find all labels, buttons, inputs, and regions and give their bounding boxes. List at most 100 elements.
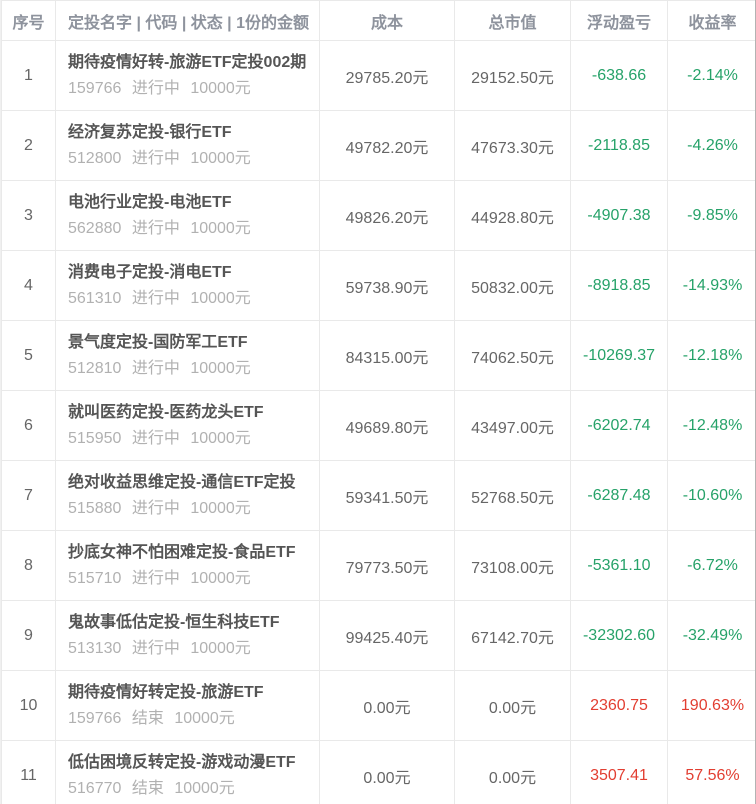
pnl-value: -10269.37: [570, 320, 668, 391]
cost-value: 0.00元: [319, 670, 455, 741]
fund-code: 515710: [68, 570, 122, 587]
cost-value: 79773.50元: [319, 530, 455, 601]
market-value: 67142.70元: [454, 600, 571, 671]
fund-status: 结束: [131, 710, 164, 727]
market-value: 74062.50元: [454, 320, 571, 391]
fund-unit-amount: 10000元: [174, 710, 235, 727]
table-row: 2 经济复苏定投-银行ETF 512800 进行中 10000元 49782.2…: [1, 110, 755, 181]
fund-subinfo: 515710 进行中 10000元: [68, 566, 319, 591]
fund-name: 经济复苏定投-银行ETF: [68, 124, 232, 141]
cost-value: 49826.20元: [319, 180, 455, 251]
fund-subinfo: 159766 进行中 10000元: [68, 76, 319, 101]
return-rate-value: -32.49%: [667, 600, 755, 671]
row-fund-cell: 期待疫情好转-旅游ETF定投002期 159766 进行中 10000元: [55, 40, 320, 111]
fund-status: 结束: [131, 780, 164, 797]
row-index: 6: [1, 390, 56, 461]
fund-unit-amount: 10000元: [190, 80, 251, 97]
row-fund-cell: 绝对收益思维定投-通信ETF定投 515880 进行中 10000元: [55, 460, 320, 531]
fund-name: 抄底女神不怕困难定投-食品ETF: [68, 544, 296, 561]
fund-unit-amount: 10000元: [190, 570, 251, 587]
fund-code: 515880: [68, 500, 122, 517]
header-cost: 成本: [319, 0, 455, 41]
cost-value: 99425.40元: [319, 600, 455, 671]
return-rate-value: -9.85%: [667, 180, 755, 251]
fund-status: 进行中: [131, 150, 180, 167]
table-row: 11 低估困境反转定投-游戏动漫ETF 516770 结束 10000元 0.0…: [1, 740, 755, 804]
market-value: 43497.00元: [454, 390, 571, 461]
row-fund-cell: 低估困境反转定投-游戏动漫ETF 516770 结束 10000元: [55, 740, 320, 804]
market-value: 52768.50元: [454, 460, 571, 531]
market-value: 44928.80元: [454, 180, 571, 251]
market-value: 73108.00元: [454, 530, 571, 601]
fund-subinfo: 515880 进行中 10000元: [68, 496, 319, 521]
pnl-value: -8918.85: [570, 250, 668, 321]
table-body: 1 期待疫情好转-旅游ETF定投002期 159766 进行中 10000元 2…: [1, 40, 755, 804]
cost-value: 49689.80元: [319, 390, 455, 461]
fund-status: 进行中: [131, 80, 180, 97]
row-fund-cell: 就叫医药定投-医药龙头ETF 515950 进行中 10000元: [55, 390, 320, 461]
row-index: 4: [1, 250, 56, 321]
pnl-value: -2118.85: [570, 110, 668, 181]
market-value: 47673.30元: [454, 110, 571, 181]
fund-code: 513130: [68, 640, 122, 657]
fund-subinfo: 515950 进行中 10000元: [68, 426, 319, 451]
return-rate-value: -12.48%: [667, 390, 755, 461]
fund-subinfo: 512800 进行中 10000元: [68, 146, 319, 171]
pnl-value: -32302.60: [570, 600, 668, 671]
pnl-value: 2360.75: [570, 670, 668, 741]
fund-unit-amount: 10000元: [190, 150, 251, 167]
pnl-value: -638.66: [570, 40, 668, 111]
return-rate-value: 190.63%: [667, 670, 755, 741]
return-rate-value: -12.18%: [667, 320, 755, 391]
header-index: 序号: [1, 0, 56, 41]
row-index: 10: [1, 670, 56, 741]
fund-unit-amount: 10000元: [174, 780, 235, 797]
pnl-value: 3507.41: [570, 740, 668, 804]
table-row: 5 景气度定投-国防军工ETF 512810 进行中 10000元 84315.…: [1, 320, 755, 391]
row-index: 2: [1, 110, 56, 181]
market-value: 50832.00元: [454, 250, 571, 321]
fund-name: 景气度定投-国防军工ETF: [68, 334, 248, 351]
header-name: 定投名字 | 代码 | 状态 | 1份的金额: [55, 0, 320, 41]
market-value: 0.00元: [454, 740, 571, 804]
pnl-value: -6287.48: [570, 460, 668, 531]
row-index: 8: [1, 530, 56, 601]
return-rate-value: -2.14%: [667, 40, 755, 111]
cost-value: 0.00元: [319, 740, 455, 804]
table-row: 1 期待疫情好转-旅游ETF定投002期 159766 进行中 10000元 2…: [1, 40, 755, 111]
fund-subinfo: 516770 结束 10000元: [68, 776, 319, 801]
cost-value: 84315.00元: [319, 320, 455, 391]
fund-status: 进行中: [131, 290, 180, 307]
return-rate-value: -4.26%: [667, 110, 755, 181]
fund-code: 512800: [68, 150, 122, 167]
row-index: 7: [1, 460, 56, 531]
fund-name: 电池行业定投-电池ETF: [68, 194, 232, 211]
fund-unit-amount: 10000元: [190, 290, 251, 307]
row-fund-cell: 抄底女神不怕困难定投-食品ETF 515710 进行中 10000元: [55, 530, 320, 601]
fund-status: 进行中: [131, 360, 180, 377]
table-header: 序号 定投名字 | 代码 | 状态 | 1份的金额 成本 总市值 浮动盈亏 收益…: [1, 0, 755, 41]
fund-code: 159766: [68, 80, 122, 97]
fund-subinfo: 513130 进行中 10000元: [68, 636, 319, 661]
fund-subinfo: 562880 进行中 10000元: [68, 216, 319, 241]
return-rate-value: 57.56%: [667, 740, 755, 804]
row-fund-cell: 鬼故事低估定投-恒生科技ETF 513130 进行中 10000元: [55, 600, 320, 671]
fund-unit-amount: 10000元: [190, 220, 251, 237]
fund-code: 561310: [68, 290, 122, 307]
fund-unit-amount: 10000元: [190, 430, 251, 447]
fund-code: 516770: [68, 780, 122, 797]
market-value: 29152.50元: [454, 40, 571, 111]
fund-subinfo: 159766 结束 10000元: [68, 706, 319, 731]
fund-name: 期待疫情好转-旅游ETF定投002期: [68, 54, 307, 71]
fund-status: 进行中: [131, 500, 180, 517]
fund-subinfo: 512810 进行中 10000元: [68, 356, 319, 381]
row-index: 5: [1, 320, 56, 391]
fund-code: 515950: [68, 430, 122, 447]
return-rate-value: -10.60%: [667, 460, 755, 531]
header-pnl: 浮动盈亏: [570, 0, 668, 41]
header-return-rate: 收益率: [667, 0, 755, 41]
cost-value: 49782.20元: [319, 110, 455, 181]
pnl-value: -6202.74: [570, 390, 668, 461]
fund-status: 进行中: [131, 220, 180, 237]
fund-subinfo: 561310 进行中 10000元: [68, 286, 319, 311]
